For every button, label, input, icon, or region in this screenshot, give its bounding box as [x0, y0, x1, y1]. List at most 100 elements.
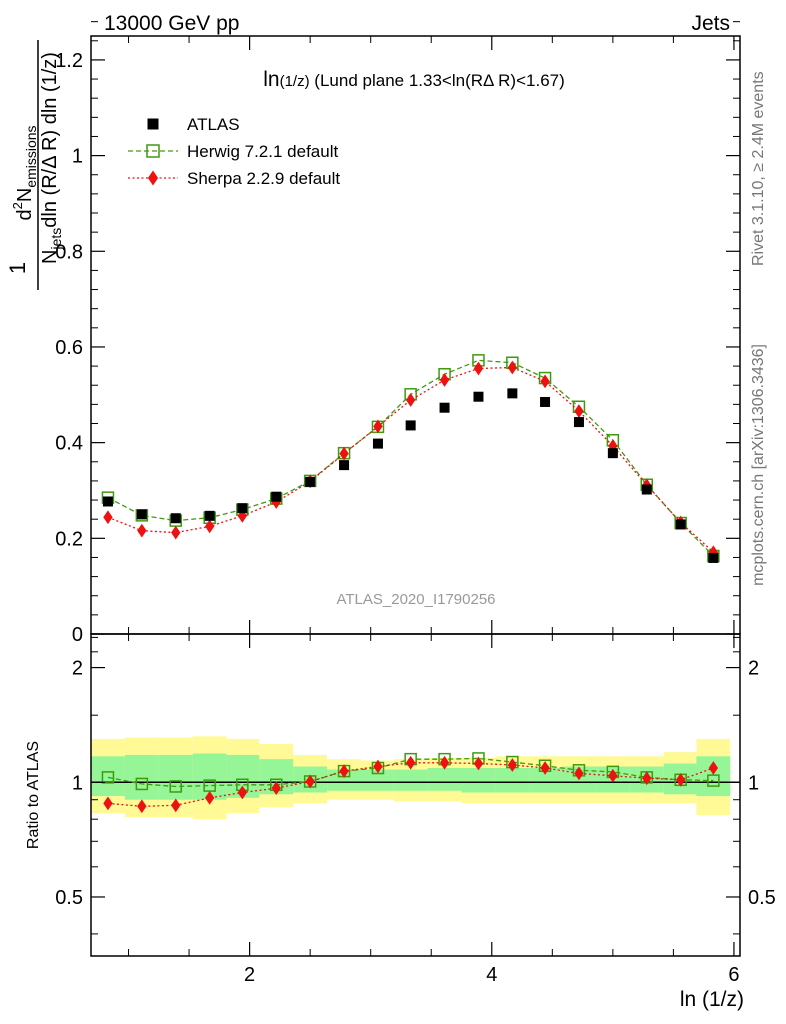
data-point: [405, 393, 416, 407]
ratio-point: [708, 761, 719, 775]
legend-label: Herwig 7.2.1 default: [187, 142, 338, 161]
data-point: [137, 523, 147, 538]
data-point: [339, 446, 349, 461]
y-label-one: 1: [5, 262, 30, 274]
ratio-point: [204, 791, 215, 805]
uncertainty-band-green: [461, 768, 496, 793]
ratio-point: [642, 771, 652, 786]
data-point: [405, 420, 416, 431]
data-point: [540, 396, 551, 407]
data-point: [339, 460, 350, 471]
data-point: [473, 391, 484, 402]
ratio-point: [171, 798, 181, 813]
watermark-label: ATLAS_2020_I1790256: [336, 591, 495, 608]
x-axis-label: ln (1/z): [680, 988, 744, 1011]
series-sherpa: [103, 360, 719, 560]
legend: ATLAS Herwig 7.2.1 default Sherpa 2.2.9 de…: [128, 115, 340, 188]
legend-label: Sherpa 2.2.9 default: [187, 169, 340, 188]
header-energy-label: 13000 GeV pp: [104, 12, 239, 35]
data-point: [507, 388, 518, 399]
data-point: [641, 484, 652, 495]
data-point: [271, 491, 282, 502]
ratio-point: [507, 758, 518, 772]
data-point: [574, 404, 584, 418]
ratio-point: [271, 781, 281, 796]
data-point: [204, 510, 215, 521]
main-title: ln(1/z) (Lund plane 1.33<ln(RΔ R)<1.67): [263, 68, 565, 91]
ratio-point: [675, 772, 686, 787]
ratio-point: [405, 755, 416, 770]
uncertainty-band-green: [91, 756, 125, 797]
ratio-point: [707, 774, 720, 787]
main-ytick-label: 0.2: [55, 528, 83, 550]
data-point: [607, 448, 618, 459]
uncertainty-band-green: [158, 754, 193, 800]
data-point: [507, 360, 518, 375]
ratio-ytick-label-right: 0.5: [748, 887, 776, 909]
data-point: [708, 545, 719, 560]
data-point: [136, 509, 147, 520]
data-point: [305, 476, 316, 487]
ratio-ytick-label-right: 1: [748, 772, 759, 794]
series-herwig: [101, 354, 720, 563]
main-ytick-label: 0: [72, 624, 83, 646]
ratio-xtick-label: 2: [244, 964, 255, 986]
data-point: [473, 361, 484, 376]
ratio-ytick-label: 0.5: [55, 887, 83, 909]
data-point: [372, 438, 383, 449]
data-point: [204, 519, 215, 534]
ratio-point: [373, 759, 383, 774]
uncertainty-band-green: [393, 769, 428, 791]
legend-label: ATLAS: [187, 115, 240, 134]
data-point: [573, 417, 584, 428]
data-point: [439, 402, 450, 413]
main-ytick-label: 0.6: [55, 337, 83, 359]
ratio-point: [608, 768, 618, 783]
ratio-point: [473, 756, 484, 771]
main-ytick-label: 1: [72, 146, 83, 168]
uncertainty-band-green: [327, 769, 362, 791]
y-label-numerator: d2Nemissions: [10, 125, 39, 220]
ratio-point: [137, 799, 147, 814]
ratio-point: [101, 771, 115, 784]
data-point: [103, 510, 113, 525]
mcplots-label: mcplots.cern.ch [arXiv:1306.3436]: [750, 344, 767, 586]
data-point: [171, 525, 181, 540]
ratio-plot-frame: [90, 633, 741, 957]
ratio-point: [169, 780, 183, 793]
data-point: [439, 373, 450, 387]
data-point: [102, 496, 113, 507]
ratio-ytick-label: 2: [72, 658, 83, 680]
ratio-y-axis-label: Ratio to ATLAS: [25, 741, 42, 849]
uncertainty-band-green: [361, 769, 394, 791]
uncertainty-band-green: [495, 768, 530, 793]
ratio-point: [574, 766, 584, 781]
ratio-ytick-label: 1: [72, 772, 83, 794]
ratio-panel: 0.5 0.5 1 1 2 2 2 4 6 Ratio to ATLAS ln (1/z): [25, 633, 776, 1011]
main-y-axis-label: 1 d2Nemissions Njetsdln (R/Δ R) dln (1/z…: [5, 40, 64, 290]
ratio-point: [540, 761, 550, 775]
ratio-point: [305, 774, 315, 789]
legend-marker: [147, 118, 159, 130]
data-point: [675, 519, 686, 530]
series-line: [107, 359, 714, 557]
ratio-point: [135, 777, 149, 791]
ratio-point: [339, 764, 349, 778]
data-point: [708, 552, 719, 563]
data-point: [540, 374, 550, 389]
data-point: [170, 513, 181, 524]
ratio-xtick-label: 6: [728, 964, 739, 986]
ratio-point: [103, 796, 113, 811]
legend-marker: [147, 170, 159, 186]
main-panel: 0 0.2 0.4 0.6 0.8 1 1.2 ln(1/z) (Lund plane 1.…: [5, 21, 741, 646]
ratio-series-sherpa: [103, 755, 719, 814]
ratio-ytick-label-right: 2: [748, 658, 759, 680]
header-jets-label: Jets: [691, 12, 730, 35]
data-point: [373, 419, 383, 434]
uncertainty-band-green: [124, 754, 159, 800]
main-ytick-label: 0.8: [55, 241, 83, 263]
legend-marker: [146, 144, 160, 158]
ratio-point: [439, 755, 450, 770]
uncertainty-band-green: [427, 768, 462, 791]
